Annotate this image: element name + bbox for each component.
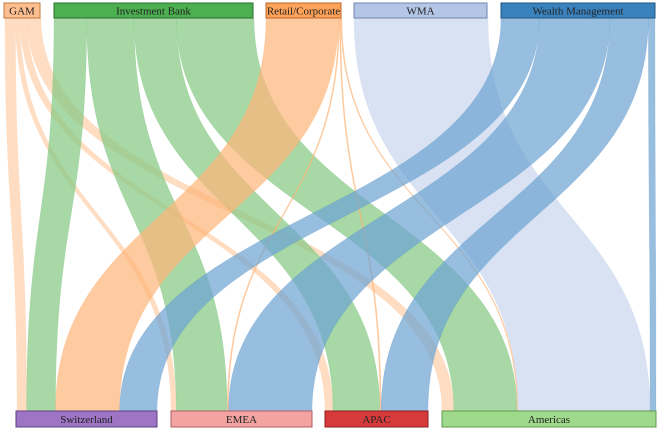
source-node-box xyxy=(353,2,488,19)
target-node-label: Americas xyxy=(528,414,570,426)
source-node-rc[interactable]: Retail/Corporate xyxy=(265,2,342,19)
target-node-box xyxy=(441,410,657,428)
source-node-label: GAM xyxy=(9,6,35,18)
target-node-apac[interactable]: APAC xyxy=(324,410,429,428)
flow-wm-to-am xyxy=(648,17,657,412)
target-node-label: APAC xyxy=(362,414,390,426)
target-node-box xyxy=(170,410,313,428)
target-node-emea[interactable]: EMEA xyxy=(170,410,313,428)
source-node-wma[interactable]: WMA xyxy=(353,2,488,19)
target-node-label: Switzerland xyxy=(60,414,113,426)
target-node-label: EMEA xyxy=(226,414,257,426)
source-node-box xyxy=(500,2,656,19)
source-node-label: Retail/Corporate xyxy=(267,6,340,18)
target-node-box xyxy=(324,410,429,428)
target-node-am[interactable]: Americas xyxy=(441,410,657,428)
nodes-layer: GAM Investment Bank Retail/Corporate WMA Wea… xyxy=(3,2,657,428)
source-node-wm[interactable]: Wealth Management xyxy=(500,2,656,19)
target-node-ch[interactable]: Switzerland xyxy=(15,410,158,428)
source-node-label: WMA xyxy=(406,6,434,18)
source-node-box xyxy=(3,2,41,19)
source-node-box xyxy=(53,2,254,19)
source-node-ib[interactable]: Investment Bank xyxy=(53,2,254,19)
target-node-box xyxy=(15,410,158,428)
source-node-label: Wealth Management xyxy=(532,6,623,18)
source-node-label: Investment Bank xyxy=(116,6,191,18)
source-node-box xyxy=(265,2,342,19)
flows-layer xyxy=(4,17,657,412)
source-node-gam[interactable]: GAM xyxy=(3,2,41,19)
